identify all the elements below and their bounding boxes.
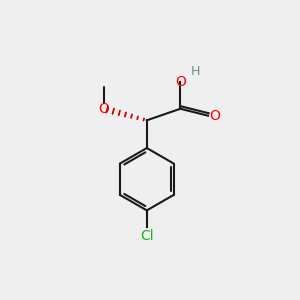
Text: O: O: [175, 75, 186, 89]
Text: O: O: [99, 102, 110, 116]
Text: O: O: [209, 109, 220, 123]
Text: H: H: [190, 65, 200, 78]
Text: Cl: Cl: [140, 229, 154, 243]
